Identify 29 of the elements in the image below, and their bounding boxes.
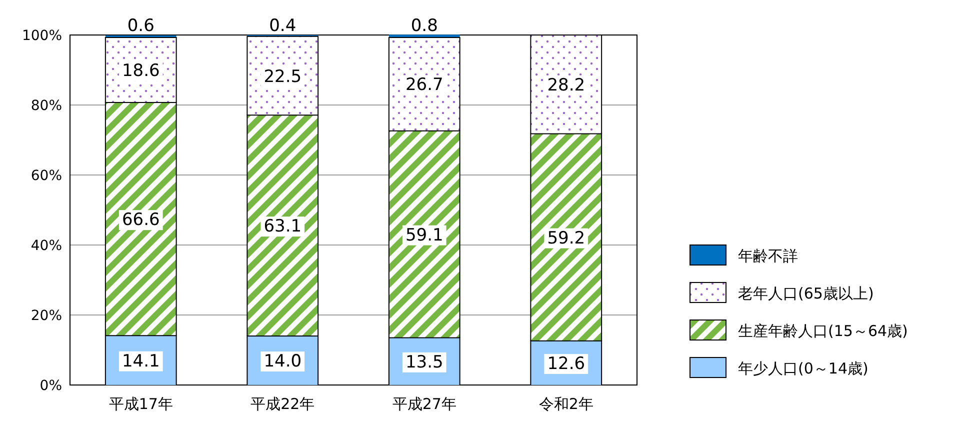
data-label: 26.7 — [405, 75, 444, 96]
data-label: 28.2 — [547, 75, 586, 96]
y-tick-label: 100% — [22, 28, 62, 44]
data-label: 22.5 — [264, 66, 302, 87]
x-tick-label: 平成22年 — [250, 395, 315, 413]
data-label: 63.1 — [264, 216, 302, 237]
y-tick-label: 80% — [30, 98, 62, 114]
data-label: 0.6 — [127, 16, 154, 36]
legend-label: 年少人口(0～14歳) — [738, 360, 868, 378]
legend-label: 年齢不詳 — [738, 247, 798, 265]
data-label: 18.6 — [122, 61, 160, 81]
data-label: 0.8 — [410, 16, 438, 36]
data-label: 66.6 — [122, 210, 160, 230]
data-label: 0.4 — [269, 16, 296, 36]
data-label: 14.0 — [264, 352, 302, 372]
legend-label: 老年人口(65歳以上) — [738, 284, 874, 302]
x-tick-label: 令和2年 — [538, 395, 594, 413]
legend-label: 生産年齢人口(15～64歳) — [738, 322, 908, 340]
y-tick-label: 0% — [40, 378, 62, 394]
y-tick-label: 60% — [30, 168, 62, 184]
x-tick-label: 平成27年 — [392, 395, 456, 413]
x-tick-label: 平成17年 — [108, 395, 173, 413]
y-tick-label: 40% — [30, 238, 62, 254]
data-label: 59.2 — [547, 228, 586, 248]
y-tick-label: 20% — [30, 308, 62, 324]
data-label: 59.1 — [405, 225, 444, 246]
data-label: 12.6 — [547, 354, 586, 374]
data-label: 13.5 — [405, 352, 444, 372]
data-label: 14.1 — [122, 351, 160, 372]
